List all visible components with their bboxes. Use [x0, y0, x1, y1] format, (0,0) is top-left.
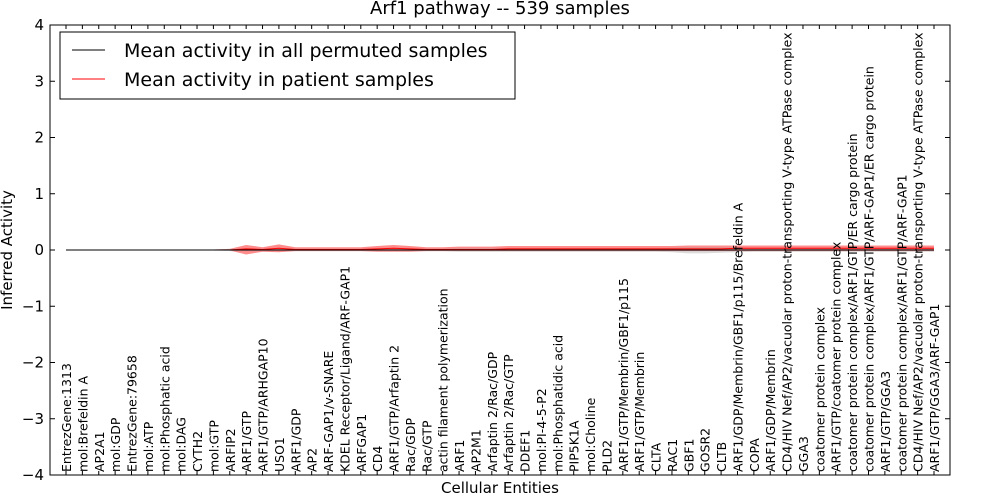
x-tick-label: CLTB	[714, 442, 729, 472]
x-tick-label: AP2A1	[92, 431, 107, 472]
y-tick-label: −2	[22, 354, 44, 372]
x-tick-label: CLTA	[649, 442, 664, 472]
x-tick-label: mol:Choline	[583, 397, 598, 472]
x-tick-label: coatomer protein complex/ARF1/GTP/ARF-GA…	[861, 66, 876, 472]
x-tick-label: mol:Phosphatidic acid	[550, 335, 565, 472]
x-tick-label: coatomer protein complex/ARF1/GTP/ARF-GA…	[894, 174, 909, 472]
x-axis: EntrezGene:1313 mol:Brefeldin A AP2A1 mol:G…	[59, 25, 942, 475]
legend-box	[59, 31, 516, 100]
x-tick-label: mol:Brefeldin A	[75, 375, 90, 472]
y-tick-label: 4	[34, 16, 44, 34]
x-tick-label: GBF1	[681, 439, 696, 472]
x-tick-label: ARF1/GTP	[239, 411, 254, 472]
x-tick-label: ARF1/GTP/GGA3	[878, 371, 893, 472]
x-tick-label: mol:Phosphatic acid	[157, 346, 172, 472]
x-tick-label: ARF1	[452, 440, 467, 472]
y-tick-label: −3	[22, 410, 44, 428]
x-tick-label: PLD2	[599, 440, 614, 472]
x-tick-label: USO1	[272, 437, 287, 472]
x-tick-label: mol:GDP	[108, 417, 123, 472]
x-tick-label: ARF1/GDP/Membrin	[763, 349, 778, 472]
legend: Mean activity in all permuted samples Me…	[59, 31, 516, 100]
x-tick-label: AP2	[305, 448, 320, 472]
x-tick-label: actin filament polymerization	[436, 288, 451, 472]
x-tick-label: ARFGAP1	[354, 414, 369, 472]
x-tick-label: ARFIP2	[223, 428, 238, 472]
x-tick-label: CD4/HIV Nef/AP2/vacuolar proton-transpor…	[780, 32, 795, 472]
x-tick-label: ARF1/GTP/Arfaptin 2	[387, 345, 402, 472]
x-tick-label: ARF1/GDP	[288, 408, 303, 472]
x-tick-label: coatomer protein complex	[812, 307, 827, 472]
x-tick-label: EntrezGene:79658	[125, 355, 140, 472]
x-tick-label: ARF-GAP1/v-SNARE	[321, 351, 336, 472]
x-tick-label: ARF1/GTP/coatomer protein complex	[829, 242, 844, 472]
x-tick-label: ARF1/GTP/GGA3/ARF-GAP1	[927, 304, 942, 472]
x-tick-label: AP2M1	[468, 429, 483, 472]
x-tick-label: ARF1/GTP/Membrin	[632, 352, 647, 472]
x-tick-label: ARF1/GTP/ARHGAP10	[256, 338, 271, 472]
chart-title: Arf1 pathway -- 539 samples	[370, 0, 630, 19]
x-tick-label: DDEF1	[518, 430, 533, 472]
x-tick-label: CD4	[370, 446, 385, 472]
x-axis-label: Cellular Entities	[441, 479, 559, 497]
legend-label-permuted: Mean activity in all permuted samples	[124, 40, 487, 62]
x-tick-label: Arfaptin 2/Rac/GTP	[501, 354, 516, 472]
y-tick-label: −4	[22, 466, 44, 484]
x-tick-label: Arfaptin 2/Rac/GDP	[485, 351, 500, 472]
y-tick-label: −1	[22, 297, 44, 315]
x-tick-label: GGA3	[796, 436, 811, 472]
y-tick-label: 1	[34, 185, 44, 203]
x-tick-label: mol:ATP	[141, 421, 156, 472]
legend-label-patient: Mean activity in patient samples	[124, 69, 434, 91]
x-tick-label: COPA	[747, 438, 762, 472]
x-tick-label: mol:DAG	[174, 417, 189, 472]
x-tick-label: GOSR2	[698, 428, 713, 472]
x-tick-label: KDEL Receptor/Ligand/ARF-GAP1	[337, 266, 352, 472]
x-tick-label: mol:PI-4-5-P2	[534, 388, 549, 472]
y-axis-label: Inferred Activity	[0, 190, 16, 310]
x-tick-label: coatomer protein complex/ARF1/GTP/ER car…	[845, 133, 860, 472]
x-tick-label: mol:GTP	[206, 420, 221, 472]
x-tick-label: ARF1/GTP/Membrin/GBF1/p115	[616, 278, 631, 472]
x-tick-label: ARF1/GDP/Membrin/GBF1/p115/Brefeldin A	[730, 202, 745, 472]
x-tick-label: CYTH2	[190, 431, 205, 472]
x-tick-label: Rac/GDP	[403, 418, 418, 472]
y-axis: −4 −3 −2 −1 0 1 2 3 4	[22, 16, 950, 484]
x-tick-label: EntrezGene:1313	[59, 363, 74, 472]
x-tick-label: Rac/GTP	[419, 420, 434, 472]
y-tick-label: 2	[34, 129, 44, 147]
x-tick-label: PIP5K1A	[567, 420, 582, 472]
series-lines	[66, 247, 934, 251]
y-tick-label: 0	[34, 241, 44, 259]
x-tick-label: CD4/HIV Nef/AP2/vacuolar proton-transpor…	[911, 32, 926, 471]
y-tick-label: 3	[34, 72, 44, 90]
x-tick-label: RAC1	[665, 439, 680, 472]
